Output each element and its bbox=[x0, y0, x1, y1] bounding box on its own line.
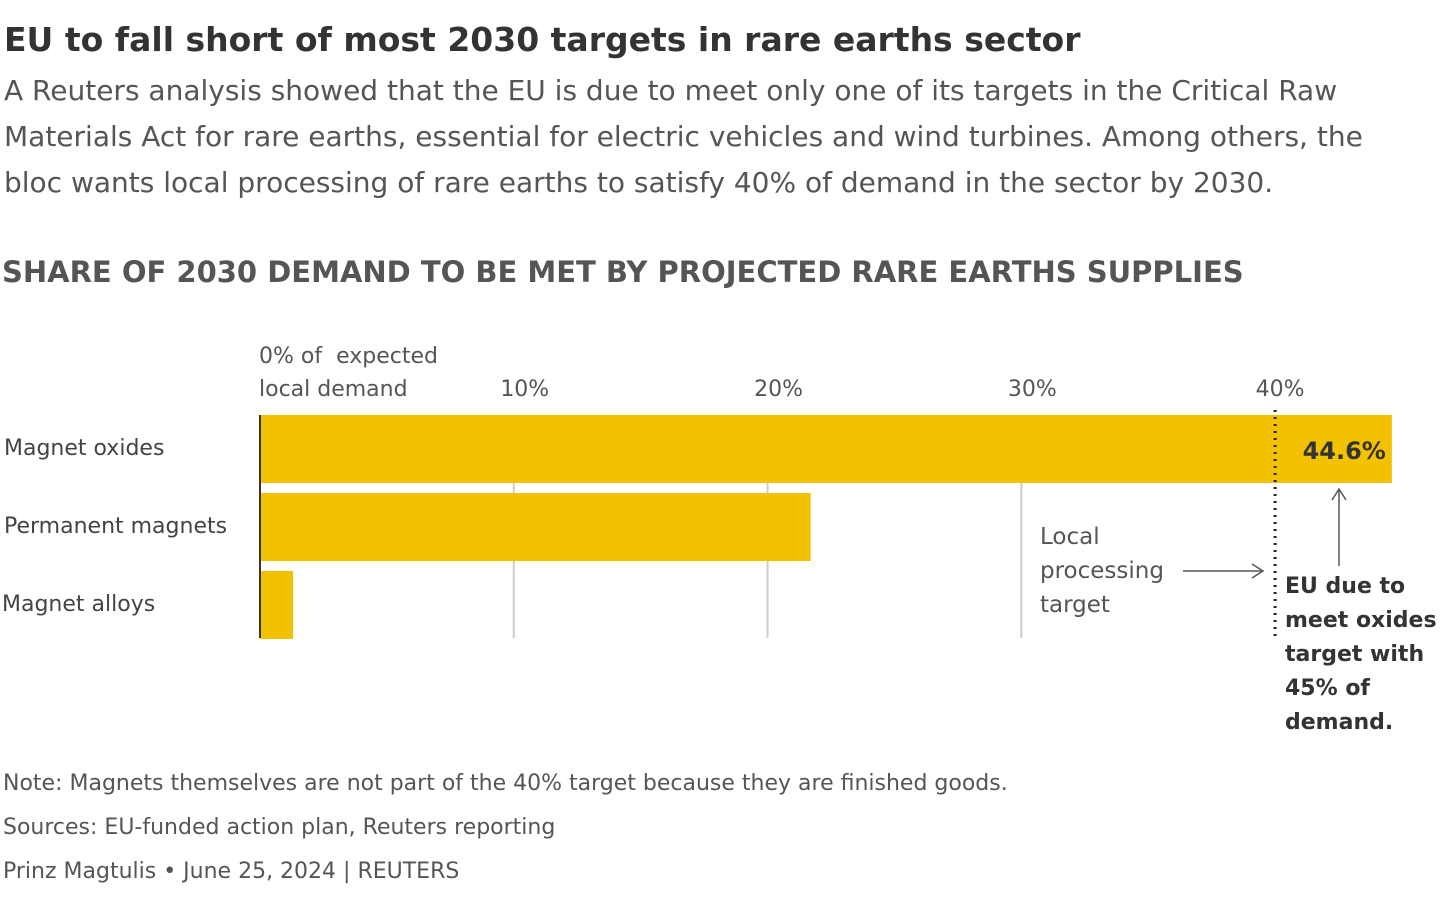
note: Note: Magnets themselves are not part of… bbox=[3, 771, 1008, 796]
arrow-head bbox=[1331, 487, 1347, 501]
arrow-head bbox=[1251, 563, 1265, 579]
annotation: EU due to meet oxides target with 45% of… bbox=[1285, 574, 1437, 735]
bars bbox=[260, 415, 1392, 639]
x-tick-label: 10% bbox=[500, 377, 549, 402]
sources: Sources: EU-funded action plan, Reuters … bbox=[3, 815, 556, 840]
x-tick-label: 30% bbox=[1008, 377, 1057, 402]
x-tick-label: 40% bbox=[1256, 377, 1305, 402]
x-tick-label: 0% of expected local demand bbox=[259, 344, 445, 402]
y-tick-label: Permanent magnets bbox=[4, 514, 227, 539]
bar bbox=[260, 415, 1392, 483]
bar bbox=[260, 571, 293, 639]
chart-subtitle: SHARE OF 2030 DEMAND TO BE MET BY PROJEC… bbox=[2, 255, 1244, 289]
x-tick-label: 20% bbox=[754, 377, 803, 402]
annotation: Local processing target bbox=[1040, 524, 1164, 618]
subtitle: A Reuters analysis showed that the EU is… bbox=[4, 74, 1363, 199]
byline: Prinz Magtulis • June 25, 2024 | REUTERS bbox=[3, 859, 460, 884]
y-tick-label: Magnet oxides bbox=[4, 436, 164, 461]
value-label: 44.6% bbox=[1303, 437, 1386, 465]
chart-title: EU to fall short of most 2030 targets in… bbox=[4, 20, 1081, 59]
bar bbox=[260, 493, 811, 561]
y-tick-label: Magnet alloys bbox=[2, 592, 155, 617]
